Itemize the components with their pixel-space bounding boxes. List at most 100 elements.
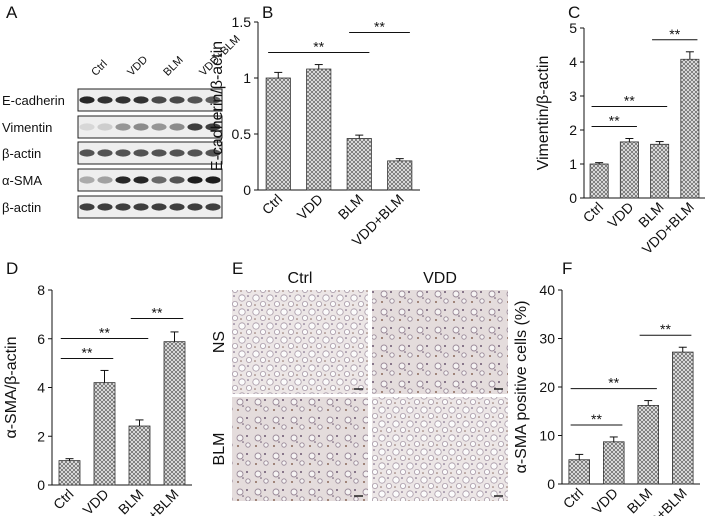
y-tick-label: 10 (539, 428, 555, 444)
band (133, 123, 149, 131)
row-label: BLM (211, 433, 228, 466)
y-tick-label: 0 (37, 477, 45, 493)
y-tick-label: 8 (37, 282, 45, 298)
y-axis-label: E-cadherin/β-actin (209, 41, 226, 171)
y-tick-label: 0 (547, 476, 555, 492)
significance-label: ** (99, 324, 110, 340)
y-tick-label: 0 (243, 182, 251, 198)
band (187, 123, 203, 131)
y-tick-label: 4 (569, 54, 577, 70)
y-tick-label: 2 (37, 428, 45, 444)
lane-label: VDD (125, 54, 150, 79)
bar (603, 441, 625, 485)
bar (163, 341, 186, 486)
column-label: Ctrl (288, 270, 313, 287)
band (151, 123, 167, 131)
x-tick-label: Ctrl (560, 485, 587, 512)
x-tick-label: VDD (589, 485, 621, 516)
x-tick-label: VDD (294, 191, 326, 223)
panel-letter: E (232, 259, 243, 278)
band (169, 203, 185, 211)
significance-label: ** (608, 375, 619, 391)
band (79, 203, 95, 211)
y-tick-label: 20 (539, 379, 555, 395)
y-tick-label: 2 (569, 122, 577, 138)
bar (128, 425, 151, 486)
x-tick-label: VDD (79, 486, 111, 516)
bar (672, 351, 694, 485)
band (169, 176, 185, 184)
band (151, 203, 167, 211)
x-tick-label: BLM (115, 486, 147, 516)
y-axis-label: α-SMA/β-actin (3, 336, 20, 438)
significance-label: ** (669, 26, 680, 42)
band (205, 203, 221, 211)
row-label: NS (211, 331, 228, 353)
band (205, 96, 221, 104)
blot-strip (77, 88, 223, 112)
row-label: E-cadherin (2, 93, 65, 108)
row-label: α-SMA (2, 173, 42, 188)
y-tick-label: 5 (569, 20, 577, 36)
bar (589, 163, 609, 199)
panel-letter: B (262, 3, 273, 22)
panel-letter: A (6, 3, 18, 22)
bar (568, 459, 591, 485)
band (187, 203, 203, 211)
band (205, 176, 221, 184)
column-label: VDD (423, 270, 457, 287)
band (115, 123, 131, 131)
panel-letter: F (562, 259, 572, 278)
significance-label: ** (82, 344, 93, 360)
row-label: β-actin (2, 200, 41, 215)
bar (93, 382, 116, 486)
x-tick-label: BLM (624, 485, 656, 516)
x-tick-label: Ctrl (50, 486, 77, 513)
significance-label: ** (374, 19, 385, 35)
y-tick-label: 4 (37, 380, 45, 396)
y-axis-label: Vimentin/β-actin (535, 56, 552, 171)
band (97, 203, 113, 211)
band (115, 96, 131, 104)
x-tick-label: VDD (604, 199, 636, 231)
x-tick-label: Ctrl (259, 191, 286, 218)
band (97, 123, 113, 131)
band (79, 123, 95, 131)
band (79, 149, 95, 157)
band (151, 176, 167, 184)
lane-label: Ctrl (89, 58, 110, 79)
bar (387, 160, 413, 191)
bar (306, 68, 332, 191)
y-tick-label: 30 (539, 331, 555, 347)
significance-label: ** (591, 411, 602, 427)
band (187, 176, 203, 184)
y-tick-label: 6 (37, 331, 45, 347)
panel-letter: C (568, 3, 580, 22)
band (79, 176, 95, 184)
band (115, 203, 131, 211)
band (133, 149, 149, 157)
blot-strip (77, 195, 223, 219)
y-tick-label: 1 (243, 70, 251, 86)
panel-letter: D (6, 259, 18, 278)
x-tick-label: BLM (335, 191, 367, 223)
micrograph (372, 397, 508, 501)
band (115, 176, 131, 184)
bar (680, 58, 700, 199)
lane-label: BLM (161, 54, 185, 78)
band (187, 149, 203, 157)
significance-label: ** (624, 93, 635, 109)
band (205, 149, 221, 157)
blot-strip (77, 115, 223, 139)
row-label: β-actin (2, 146, 41, 161)
bar (346, 138, 372, 191)
y-tick-label: 1 (569, 156, 577, 172)
blot-strip (77, 168, 223, 192)
band (133, 176, 149, 184)
micrograph (372, 290, 508, 394)
row-label: Vimentin (2, 120, 52, 135)
y-tick-label: 0.5 (232, 126, 252, 142)
band (151, 96, 167, 104)
bar (637, 405, 660, 485)
